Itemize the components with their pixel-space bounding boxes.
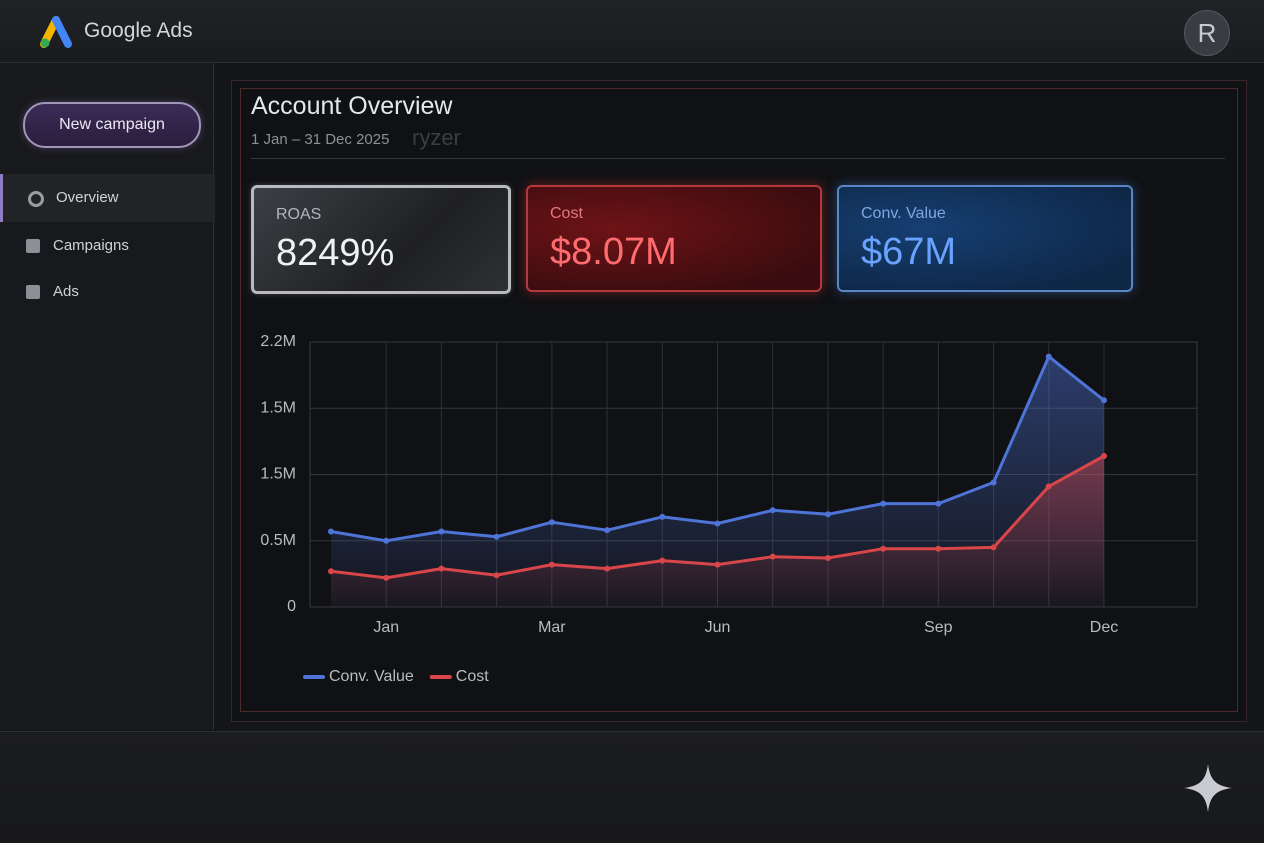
kpi-card: ROAS 8249% (251, 185, 511, 294)
point (548, 519, 555, 526)
nav-label: Overview (56, 189, 119, 206)
point (714, 561, 721, 568)
avatar[interactable]: R (1184, 10, 1230, 56)
date-range: 1 Jan – 31 Dec 2025 (251, 131, 390, 148)
overview-frame (240, 88, 1238, 712)
point (990, 479, 997, 486)
point (328, 568, 334, 575)
point (438, 528, 445, 535)
x-tick-label: Jan (373, 619, 399, 636)
point (659, 513, 666, 520)
nav-item[interactable]: Ads (0, 268, 212, 316)
nav-label: Ads (53, 283, 79, 300)
kpi-value: $67M (861, 231, 957, 273)
point (769, 553, 776, 560)
y-tick-label: 1.5M (260, 399, 296, 416)
point (328, 528, 334, 535)
nav-item[interactable]: Overview (0, 174, 215, 222)
point (1045, 483, 1052, 490)
point (383, 537, 390, 544)
divider (251, 158, 1225, 159)
kpi-value: $8.07M (550, 231, 677, 273)
new-campaign-button[interactable]: New campaign (23, 102, 201, 148)
y-tick-label: 0.5M (260, 532, 296, 549)
logo-icon (40, 16, 72, 48)
sparkle-icon[interactable] (1182, 762, 1234, 814)
logo-text: Google Ads (84, 19, 193, 42)
point (383, 574, 390, 581)
point (714, 520, 721, 527)
y-tick-label: 1.5M (260, 466, 296, 483)
kpi-card: Conv. Value $67M (837, 185, 1133, 292)
point (824, 511, 831, 518)
point (880, 545, 887, 552)
watermark: ryzer (412, 125, 461, 150)
point (769, 507, 776, 514)
point (935, 545, 942, 552)
page-title: Account Overview (251, 92, 453, 120)
legend-label: Cost (456, 668, 489, 685)
point (493, 572, 500, 579)
chart: 0 0.5M 1.5M 1.5M 2.2M Jan Mar Jun Sep Dec Conv. Va… (260, 333, 1198, 685)
point (659, 557, 666, 564)
kpi-card: Cost $8.07M (526, 185, 822, 292)
area-fill (331, 456, 1104, 607)
point (1045, 353, 1052, 360)
y-tick-label: 0 (287, 598, 296, 615)
point (990, 544, 997, 551)
point (880, 500, 887, 507)
nav-label: Campaigns (53, 237, 129, 254)
legend-label: Conv. Value (329, 668, 414, 685)
point (935, 500, 942, 507)
point (438, 565, 445, 572)
sidebar (0, 63, 214, 730)
kpi-label: Cost (550, 205, 583, 222)
y-tick-label: 2.2M (260, 333, 296, 350)
nav-item[interactable]: Campaigns (0, 222, 212, 270)
x-tick-label: Sep (924, 619, 953, 636)
point (1101, 452, 1107, 459)
x-tick-label: Mar (538, 619, 566, 636)
point (493, 533, 500, 540)
kpi-label: Conv. Value (861, 205, 946, 222)
top-bar: Google Ads R (0, 0, 1264, 63)
point (604, 527, 611, 534)
x-tick-label: Jun (705, 619, 731, 636)
point (548, 561, 555, 568)
kpi-value: 8249% (276, 232, 395, 274)
point (604, 565, 611, 572)
point (1101, 397, 1107, 404)
point (824, 554, 831, 561)
kpi-label: ROAS (276, 206, 322, 223)
footer (0, 731, 1264, 843)
x-tick-label: Dec (1090, 619, 1118, 636)
area-fill (331, 356, 1104, 607)
